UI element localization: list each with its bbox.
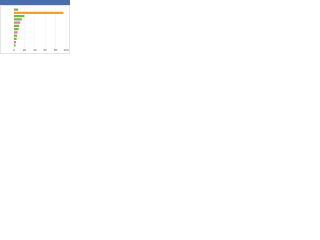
bar — [14, 21, 21, 24]
bar — [14, 14, 25, 18]
bar — [14, 40, 17, 44]
header-bar — [0, 0, 70, 5]
frame — [0, 5, 70, 54]
bar — [14, 44, 16, 47]
x-tick-label: 100 — [63, 48, 68, 52]
x-tick-label: 80 — [54, 48, 58, 52]
bar — [14, 37, 17, 41]
bar — [14, 18, 22, 21]
x-tick-label: 60 — [44, 48, 48, 52]
bar — [14, 11, 64, 15]
bar — [14, 31, 18, 34]
x-tick-label: 40 — [33, 48, 37, 52]
chart: 0 20 40 60 80 100 — [0, 0, 70, 54]
bar — [14, 8, 19, 11]
bar — [14, 24, 20, 28]
bar — [14, 34, 18, 37]
x-tick-label: 0 — [13, 48, 15, 52]
x-tick-label: 20 — [23, 48, 27, 52]
bar — [14, 27, 19, 31]
